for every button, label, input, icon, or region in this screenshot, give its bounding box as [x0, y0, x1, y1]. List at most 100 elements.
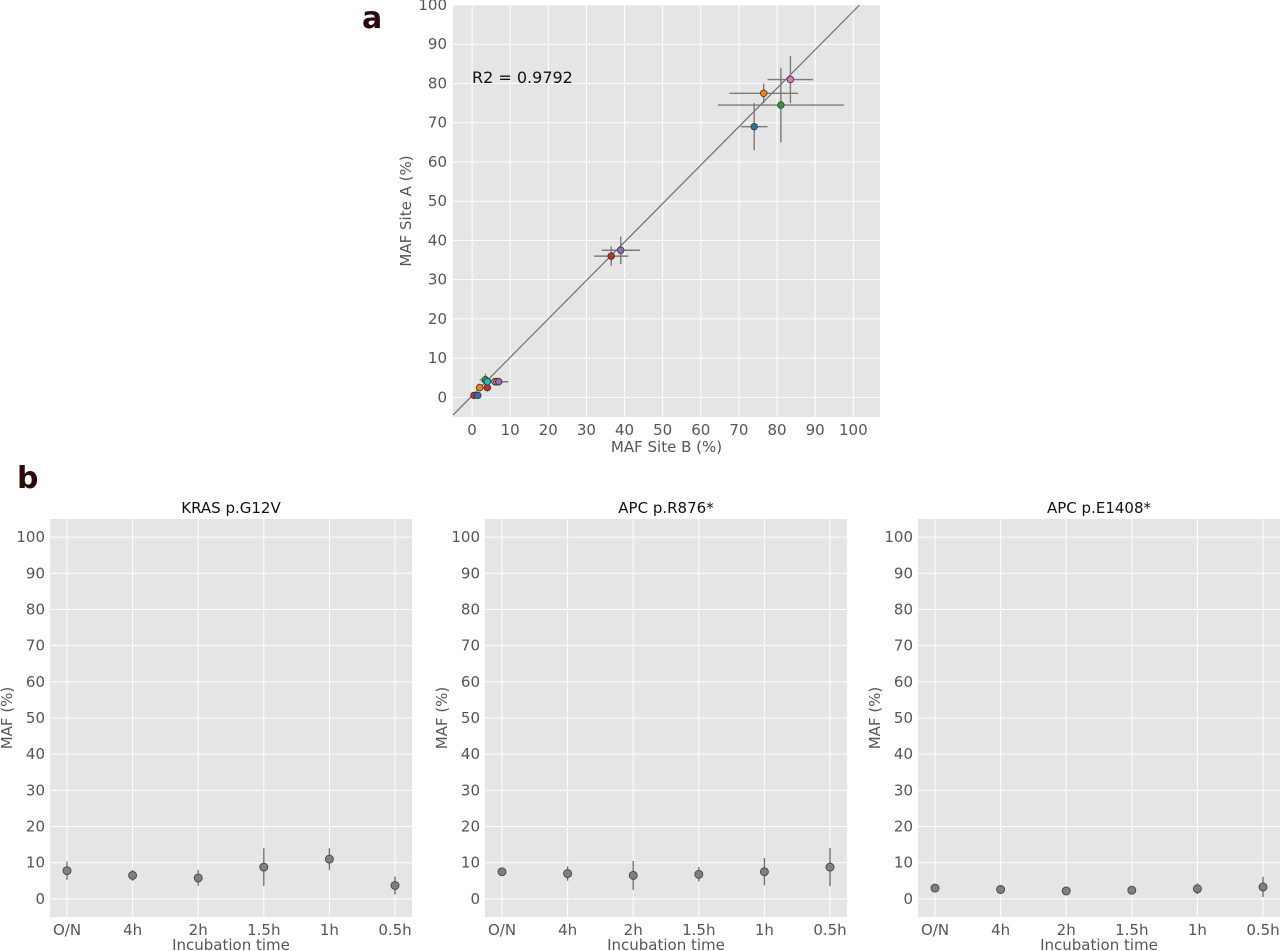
data-point	[259, 862, 269, 872]
y-tick-label: 30	[428, 271, 447, 289]
y-tick-label: 100	[884, 528, 913, 546]
x-tick-label: 100	[839, 421, 868, 439]
y-tick-label: 20	[428, 310, 447, 328]
x-tick-label: 1h	[755, 921, 774, 939]
y-tick-label: 90	[26, 564, 45, 582]
x-tick-label: 2h	[189, 921, 208, 939]
data-point	[786, 75, 795, 84]
x-tick-label: 90	[806, 421, 825, 439]
data-point	[759, 867, 769, 877]
y-tick-label: 10	[461, 854, 480, 872]
data-point	[390, 881, 400, 890]
time-plot-kras-g12v: O/N 4h 2h 1.5h 1h 0.5h 0 10 20 30 40 50 60 70 80 90 100 K…	[0, 499, 412, 951]
panel-letter-b: b	[17, 461, 38, 496]
data-point	[483, 377, 492, 386]
data-point	[760, 89, 768, 97]
x-tick-label: 4h	[123, 921, 142, 939]
y-tick-label: 70	[428, 114, 447, 132]
x-tick-label: 1h	[1188, 921, 1207, 939]
y-tick-label: 60	[461, 673, 480, 691]
y-tick-label: 60	[428, 153, 447, 171]
y-tick-label: 70	[461, 637, 480, 655]
data-point	[825, 862, 835, 872]
x-tick-label: 60	[691, 421, 710, 439]
x-tick-label: 70	[729, 421, 748, 439]
data-point	[1061, 886, 1071, 896]
y-tick-label: 80	[461, 600, 480, 618]
time-plot-apc-e1408: O/N 4h 2h 1.5h 1h 0.5h 0 10 20 30 40 50 60 70 80 90 100 A…	[866, 499, 1280, 951]
x-tick-label: 20	[539, 421, 558, 439]
y-tick-label: 40	[894, 745, 913, 763]
y-tick-label: 20	[26, 818, 45, 836]
data-point	[474, 391, 482, 400]
y-tick-label: 50	[461, 709, 480, 727]
y-axis-label: MAF (%)	[0, 687, 16, 750]
x-tick-label: O/N	[488, 921, 516, 939]
data-point	[750, 122, 758, 131]
y-tick-label: 0	[903, 890, 913, 908]
data-point	[128, 870, 138, 880]
x-tick-label: 0.5h	[813, 921, 846, 939]
y-tick-label: 90	[894, 564, 913, 582]
data-point	[628, 870, 638, 880]
y-tick-label: 10	[894, 854, 913, 872]
y-tick-label: 70	[894, 637, 913, 655]
data-point	[777, 101, 785, 109]
x-axis-label: Incubation time	[607, 936, 725, 951]
y-tick-label: 40	[461, 745, 480, 763]
x-tick-label: 0	[467, 421, 477, 439]
y-tick-label: 30	[26, 781, 45, 799]
y-tick-label: 40	[428, 231, 447, 249]
x-tick-label: 1.5h	[1115, 921, 1148, 939]
y-tick-label: 30	[461, 781, 480, 799]
plot-title: KRAS p.G12V	[181, 499, 281, 517]
y-tick-label: 0	[437, 388, 447, 406]
y-tick-label: 60	[26, 673, 45, 691]
data-point	[694, 869, 704, 879]
y-tick-label: 50	[894, 709, 913, 727]
y-tick-label: 20	[461, 818, 480, 836]
y-tick-label: 50	[26, 709, 45, 727]
x-tick-label: 4h	[558, 921, 577, 939]
x-tick-label: 30	[577, 421, 596, 439]
x-tick-label: 50	[653, 421, 672, 439]
data-point	[1192, 884, 1202, 894]
x-axis-label: Incubation time	[1040, 936, 1158, 951]
y-tick-label: 50	[428, 192, 447, 210]
y-tick-label: 90	[461, 564, 480, 582]
plot-title: APC p.E1408*	[1047, 499, 1151, 517]
y-tick-label: 60	[894, 673, 913, 691]
x-tick-label: 1.5h	[247, 921, 280, 939]
data-point	[62, 866, 72, 876]
y-tick-label: 10	[428, 349, 447, 367]
y-tick-label: 20	[894, 818, 913, 836]
data-point	[475, 383, 484, 392]
y-tick-label: 100	[16, 528, 45, 546]
x-axis-label: Incubation time	[172, 936, 290, 951]
r-squared-annotation: R2 = 0.9792	[472, 68, 573, 87]
data-point	[1127, 885, 1137, 895]
panel-letter-a: a	[362, 1, 382, 36]
data-point	[497, 867, 507, 877]
data-point	[617, 246, 625, 254]
x-tick-label: 40	[615, 421, 634, 439]
x-tick-label: 2h	[624, 921, 643, 939]
x-axis-label: MAF Site B (%)	[611, 438, 722, 456]
y-tick-label: 0	[35, 890, 45, 908]
y-tick-label: 90	[428, 35, 447, 53]
y-tick-label: 10	[26, 854, 45, 872]
x-tick-label: 0.5h	[1246, 921, 1279, 939]
x-tick-label: 2h	[1057, 921, 1076, 939]
y-tick-label: 30	[894, 781, 913, 799]
data-point	[996, 885, 1006, 894]
data-point	[1258, 882, 1268, 892]
x-tick-label: O/N	[921, 921, 949, 939]
y-axis-label: MAF (%)	[433, 687, 451, 750]
y-tick-label: 100	[418, 0, 447, 14]
x-tick-label: 0.5h	[378, 921, 411, 939]
data-point	[930, 883, 940, 893]
data-point	[193, 873, 203, 883]
x-tick-label: 4h	[991, 921, 1010, 939]
y-tick-label: 80	[26, 600, 45, 618]
